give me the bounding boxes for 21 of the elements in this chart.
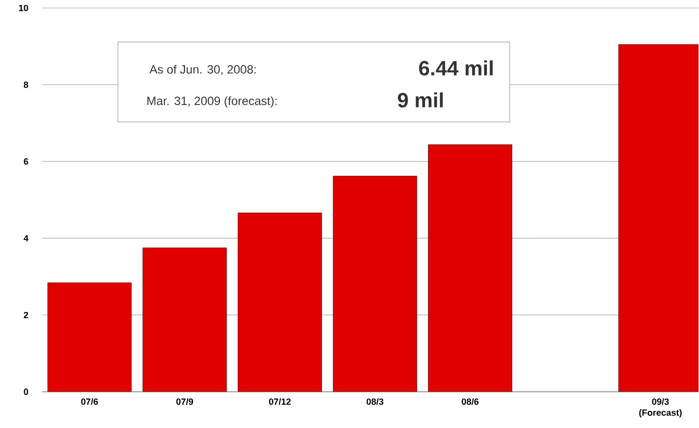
bar	[428, 144, 512, 392]
y-tick-label: 10	[19, 4, 28, 12]
x-tick-label: 07/9	[176, 398, 194, 406]
y-tick-label: 8	[24, 82, 28, 88]
y-tick-label: 0	[24, 388, 28, 396]
x-tick-label: 07/6	[81, 398, 98, 406]
x-tick-label: 08/6	[462, 398, 479, 406]
x-tick-label: 07/12	[269, 398, 291, 406]
annotation: 6.44 mil	[419, 60, 493, 76]
bar	[332, 176, 418, 392]
bar	[238, 212, 322, 392]
x-tick-label: 09/3 (Forecast)	[639, 398, 682, 418]
y-tick-label: 4	[24, 235, 28, 242]
bar	[47, 282, 132, 392]
bar	[142, 248, 227, 392]
x-tick-label: 08/3	[366, 398, 384, 406]
y-tick-label: 6	[24, 158, 28, 165]
annotation: 9 mil	[398, 92, 443, 108]
y-tick-label: 2	[24, 312, 28, 318]
annotation: Mar. 31, 2009 (forecast):	[147, 96, 277, 108]
annotation: As of Jun. 30, 2008:	[149, 65, 256, 76]
